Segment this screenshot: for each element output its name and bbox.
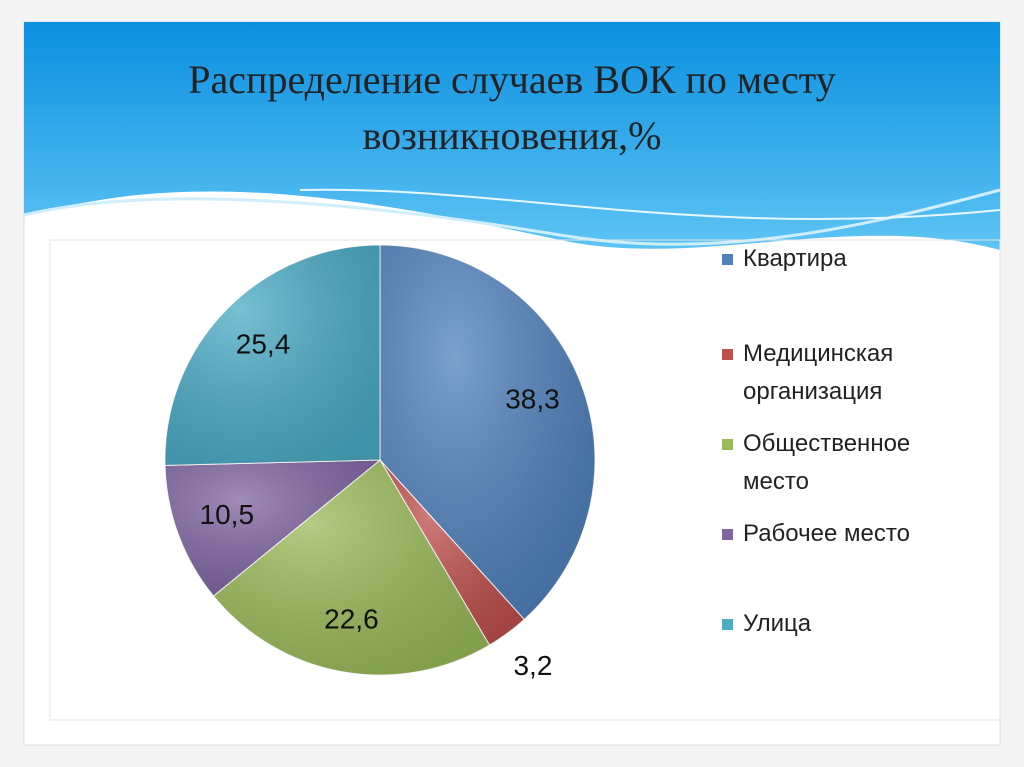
legend-item: Улица [722, 605, 952, 643]
legend-item: Общественное место [722, 425, 952, 501]
data-label: 3,2 [513, 650, 552, 681]
slice-shade [213, 460, 490, 675]
wave [23, 188, 1001, 246]
legend-swatch [722, 254, 733, 265]
legend-swatch [722, 439, 733, 450]
legend-label: Рабочее место [743, 520, 910, 547]
header-band [24, 22, 1000, 250]
legend-label: Квартира [743, 245, 847, 272]
legend-swatch [722, 349, 733, 360]
chart-title: Распределение случаев ВОК по месту возни… [188, 57, 836, 158]
legend-label: Улица [743, 610, 812, 637]
data-label: 10,5 [200, 499, 255, 530]
chart-frame [49, 239, 1001, 721]
wave [299, 188, 1001, 220]
legend-item: Квартира [722, 240, 952, 278]
pie: 38,3 3,2 22,6 10,5 25,4 [164, 244, 596, 681]
legend-swatch [722, 619, 733, 630]
legend-item: Медицинская организация [722, 335, 952, 411]
slice-shade [165, 245, 380, 466]
slice-shade [380, 460, 525, 646]
data-label: 25,4 [236, 328, 291, 359]
legend-swatch [722, 529, 733, 540]
legend-label: Медицинская организация [743, 340, 894, 405]
data-label: 38,3 [505, 384, 560, 415]
legend-label: Общественное место [743, 430, 911, 495]
slice-shade [380, 245, 595, 620]
slice-shade [165, 460, 380, 597]
legend-item: Рабочее место [722, 515, 952, 553]
data-label: 22,6 [324, 603, 379, 634]
